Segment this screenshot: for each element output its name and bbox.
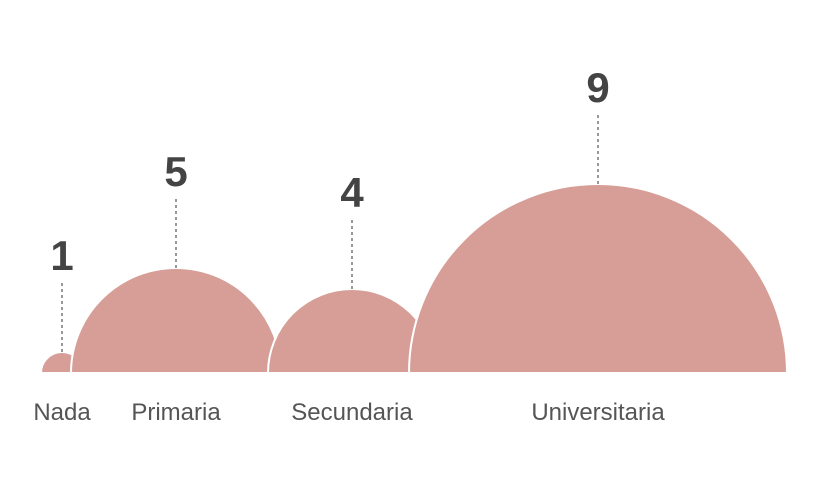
value-label: 1 bbox=[50, 232, 73, 279]
value-label: 4 bbox=[340, 169, 364, 216]
semicircle bbox=[407, 183, 789, 374]
value-label: 5 bbox=[164, 148, 187, 195]
category-label: Secundaria bbox=[291, 399, 413, 426]
value-label: 9 bbox=[586, 64, 609, 111]
category-label: Universitaria bbox=[531, 399, 665, 426]
category-label: Primaria bbox=[131, 399, 221, 426]
semicircle bbox=[69, 267, 283, 374]
category-label: Nada bbox=[33, 399, 91, 426]
